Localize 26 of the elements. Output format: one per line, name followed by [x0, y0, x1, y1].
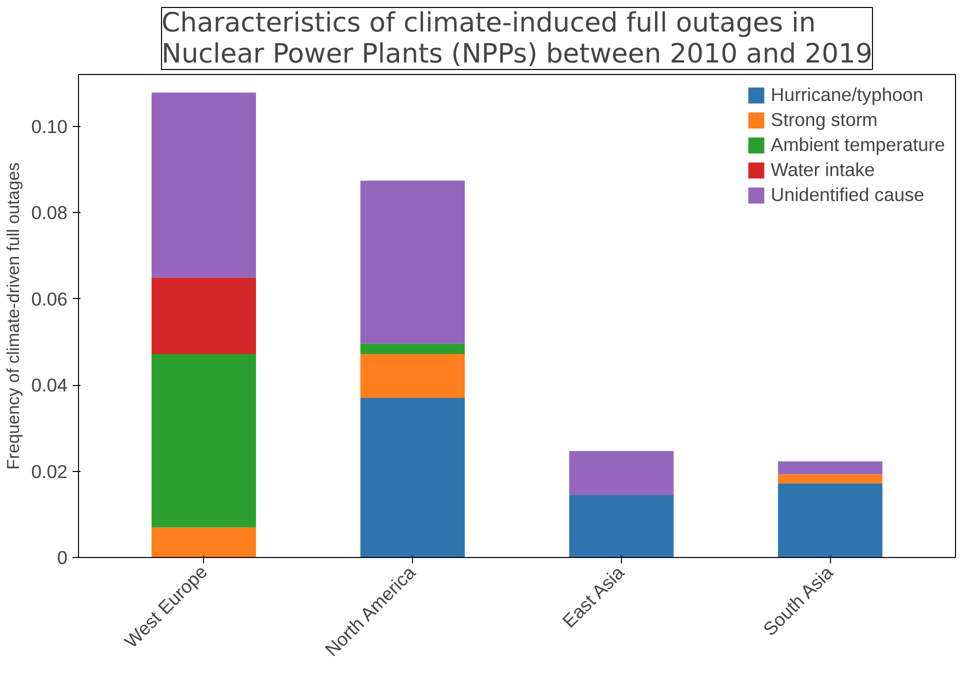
y-tick-label: 0.04 [31, 374, 68, 396]
legend-label: Strong storm [770, 109, 878, 131]
y-tick-label: 0.08 [31, 202, 68, 223]
y-tick-label: 0 [57, 547, 68, 568]
bar [778, 483, 882, 558]
bar [360, 398, 465, 558]
bar [152, 354, 256, 528]
bar [360, 354, 465, 398]
legend-label: Unidentified cause [770, 184, 924, 206]
bar [360, 344, 465, 354]
bar [152, 92, 256, 278]
legend-label: Hurricane/typhoon [770, 84, 924, 106]
y-tick-label: 0.10 [31, 116, 68, 137]
bar [152, 278, 256, 354]
bar [360, 180, 465, 344]
bar [778, 461, 882, 474]
bar [569, 450, 674, 495]
bar [778, 474, 882, 484]
legend-label: Ambient temperature [770, 134, 945, 156]
y-tick-label: 0.02 [31, 460, 68, 482]
y-axis-title: Frequency of climate-driven full outages [3, 162, 24, 470]
chart-title: Characteristics of climate-induced full outages in Nuclear Power Plants (NPPs) between 2010 and 2019 [162, 8, 872, 70]
legend-label: Water intake [770, 159, 875, 181]
bar [569, 494, 674, 558]
bar [152, 527, 256, 558]
y-tick-label: 0.06 [31, 288, 68, 310]
